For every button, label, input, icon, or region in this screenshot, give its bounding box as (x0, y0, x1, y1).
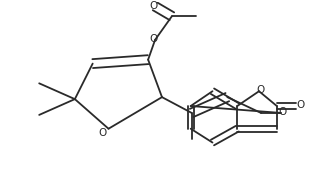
Text: O: O (149, 34, 157, 44)
Text: O: O (99, 128, 107, 138)
Text: O: O (296, 100, 304, 110)
Text: O: O (149, 1, 157, 11)
Text: O: O (257, 85, 265, 95)
Text: O: O (278, 107, 287, 117)
